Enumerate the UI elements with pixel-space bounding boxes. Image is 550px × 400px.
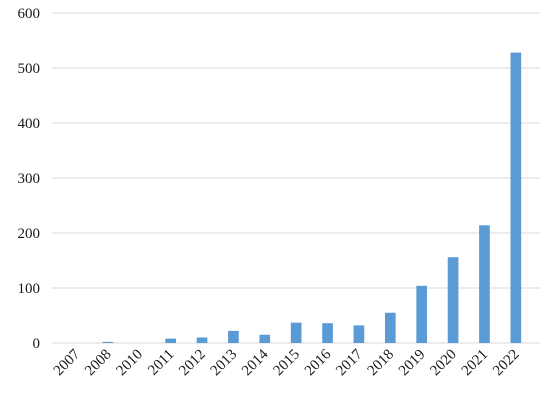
y-tick-label-200: 200 — [18, 226, 41, 242]
y-tick-label-400: 400 — [18, 116, 41, 132]
x-tick-label-2012: 2012 — [176, 347, 209, 380]
bar-2022 — [510, 52, 522, 343]
x-tick-label-2007: 2007 — [51, 346, 84, 379]
y-gridlines — [52, 12, 540, 289]
bar-2021 — [479, 225, 490, 343]
bar-2013 — [228, 330, 239, 343]
x-tick-label-2017: 2017 — [333, 346, 366, 379]
x-tick-label-2014: 2014 — [239, 346, 272, 379]
bar-2011 — [165, 338, 176, 343]
bar-2017 — [353, 325, 365, 343]
x-tick-label-2021: 2021 — [459, 347, 492, 380]
y-tick-label-500: 500 — [18, 61, 41, 77]
x-tick-label-2011: 2011 — [145, 347, 177, 379]
x-tick-label-2016: 2016 — [302, 346, 335, 379]
y-tick-label-100: 100 — [18, 281, 41, 297]
x-tick-label-2010: 2010 — [114, 347, 147, 380]
y-axis-tick-labels: 0 100 200 300 400 500 600 — [18, 6, 41, 352]
x-tick-label-2020: 2020 — [427, 347, 460, 380]
x-tick-label-2018: 2018 — [365, 347, 398, 380]
x-tick-label-2008: 2008 — [82, 347, 115, 380]
x-tick-label-2022: 2022 — [490, 347, 523, 380]
y-tick-label-0: 0 — [33, 336, 41, 352]
bar-2012 — [196, 337, 208, 343]
y-tick-label-600: 600 — [18, 6, 41, 22]
bar-2018 — [384, 312, 396, 343]
x-tick-label-2019: 2019 — [396, 347, 429, 380]
x-tick-label-2015: 2015 — [270, 347, 303, 380]
bar-2008 — [102, 341, 114, 343]
bar-2020 — [447, 257, 459, 343]
bar-2016 — [322, 323, 333, 343]
bar-2015 — [290, 322, 302, 343]
bars-series — [102, 52, 522, 343]
bar-2019 — [416, 285, 428, 343]
y-tick-label-300: 300 — [18, 171, 41, 187]
x-tick-label-2013: 2013 — [208, 347, 241, 380]
bar-2014 — [259, 334, 271, 343]
